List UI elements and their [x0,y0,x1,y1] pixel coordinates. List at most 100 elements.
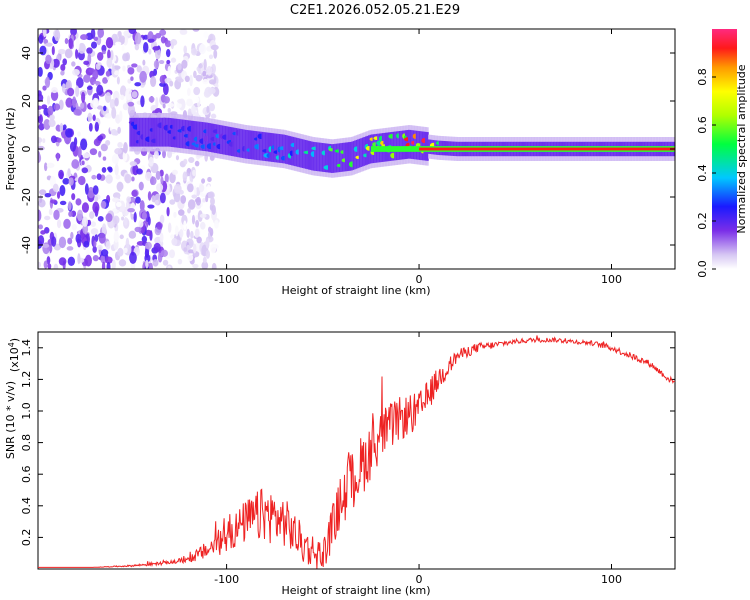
spectrogram-cell [39,195,43,204]
spectrogram-cell [51,45,55,56]
spectrogram-cell [211,262,217,269]
spectrogram-cell [53,263,59,269]
spectrogram-cell [188,157,195,164]
spectrogram-cell [167,65,172,76]
spectrogram-cell [81,167,89,174]
spectrogram-cell [93,240,97,248]
spectrogram-cell [210,243,217,254]
spectrogram-cell [64,37,69,45]
spectrogram-cell [218,124,221,154]
spectrogram-cell [62,178,70,185]
spectrogram-cell [52,183,59,193]
spectrogram-cell [71,159,80,169]
spectrogram-cell [338,143,341,173]
spectrogram-cell [324,143,328,173]
spectrogram-cell [86,47,93,54]
spectrogram-cell [105,241,111,250]
spectrogram-cell [203,31,209,39]
spectrogram-cell [237,128,240,158]
spectrogram-cell [38,137,43,144]
spectrogram-cell [121,188,126,201]
spectrogram-cell [101,223,107,236]
colorbar-tick-label: 0.6 [696,116,709,134]
spectrogram-cell [199,213,207,218]
spectrogram-cell [210,44,219,51]
spectrogram-cell [131,63,138,68]
spectrogram-cell [38,93,44,102]
spectrogram-cell [131,91,138,98]
spectrogram-cell [198,63,203,69]
spectrogram-cell [112,208,118,214]
spectrogram-cell [176,102,182,109]
spectrogram-cell [363,137,366,166]
spectrogram-cell [67,201,72,211]
spectrogram-cell [260,131,263,161]
spectrogram-cell [96,84,104,96]
spectrogram-cell [314,142,317,171]
spectrogram-cell [193,86,201,96]
snr-y-multiplier: (x104) [7,338,21,372]
spectrogram-cell [98,232,106,244]
spectrogram-cell [93,36,99,41]
spectrogram-cell [90,221,97,228]
spectrogram-cell [107,49,111,60]
spectrogram-cell [77,175,86,186]
spectrogram-cell [60,70,65,76]
spectrogram-cell [141,117,144,147]
spectrogram-cell [283,134,286,164]
spectrogram-cell [56,152,60,162]
spectrogram-cell [147,117,151,147]
y-tick-label: 0 [20,146,33,153]
spectrogram-cell [68,177,74,186]
spectrogram-cell [187,254,194,262]
spectrogram-cell [38,113,43,125]
spectrogram-cell [77,131,81,137]
spectrogram-cell [71,61,76,67]
spectrogram-cell [223,125,226,155]
spectrogram-cell [200,121,203,151]
spectrogram-cell [88,122,93,132]
spectrogram-cell [71,193,76,201]
spectrogram-cell [149,117,152,147]
spectrogram-cell [157,117,160,147]
spectrogram-cell [84,183,89,195]
spectrogram-cell [97,215,104,222]
spectrogram-cell [134,226,142,233]
colorbar-tick-label: 0.2 [696,212,709,230]
spectrogram-cell [346,142,349,172]
spectrogram-cell [42,85,47,91]
spectrogram-cell [292,136,295,166]
spectrogram-cell [43,119,51,130]
spectrogram-cell [102,156,107,161]
spectrogram-cell [73,108,82,116]
spectrogram-cell [62,58,68,66]
spectrogram-cell [327,143,331,173]
spectrogram-cell [132,117,135,147]
spectrogram-cell [127,207,136,213]
spectrogram-cell [174,118,177,148]
spectrogram-cell [169,172,176,184]
spectrogram-panel: -100 0 100 -40 -20 0 20 40 Height of straight l… [4,28,676,297]
spectrogram-cell [138,220,144,228]
spectrogram-cell [155,97,159,109]
spectrogram-cell [77,42,86,54]
spectrogram-cell [192,263,199,269]
spectrogram-cell [183,158,188,165]
y-tick-label: 0.8 [20,434,33,452]
spectrogram-cell [202,70,207,77]
y-tick-label: 40 [20,46,33,60]
spectrogram-cell [117,142,123,148]
spectrogram-cell [81,160,85,166]
spectrogram-cell [187,199,196,210]
spectrogram-cell [354,140,357,170]
spectrogram-cell [263,132,266,161]
spectrogram-cell [181,59,188,69]
spectrogram-cell [301,139,305,169]
spectrogram-cell [191,194,198,199]
spectrogram-cell [318,142,321,172]
spectrogram-cell [152,259,159,267]
spectrogram-cell [76,209,83,222]
spectrogram-cell [170,118,174,147]
spectrogram-cell [47,105,54,116]
